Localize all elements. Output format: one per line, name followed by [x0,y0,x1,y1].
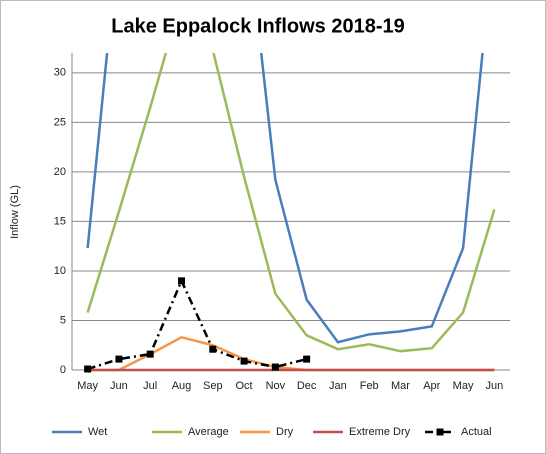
x-tick-label: Jul [143,380,157,392]
x-tick-label: Jun [485,380,503,392]
legend-label: Actual [461,426,492,438]
legend-label: Dry [276,426,294,438]
legend-marker [436,428,444,436]
series-marker [303,355,311,363]
legend-label: Extreme Dry [349,426,411,438]
series-line [87,277,307,371]
x-tick-label: Nov [266,380,286,392]
y-axis-label: Inflow (GL) [9,185,21,239]
series-marker [178,277,185,285]
chart-title: Lake Eppalock Inflows 2018-19 [111,15,404,37]
series-marker [146,350,154,358]
x-tick-label: Oct [236,380,253,392]
series-line [86,53,484,344]
series-marker [84,365,92,373]
x-tick-label: May [453,380,474,392]
y-tick-label: 15 [54,215,66,227]
x-tick-label: Mar [391,380,410,392]
series-line [86,53,496,353]
x-tick-label: Feb [360,380,379,392]
y-tick-label: 30 [54,67,66,79]
x-tick-label: Sep [203,380,223,392]
x-tick-label: Dec [297,380,317,392]
series-marker [271,363,279,371]
series-marker [209,345,217,353]
x-tick-label: May [77,380,98,392]
x-tick-label: Jun [110,380,128,392]
series-marker [240,357,248,365]
y-tick-label: 5 [60,314,66,326]
legend-label: Average [188,426,229,438]
x-tick-label: Aug [172,380,192,392]
x-tick-label: Jan [329,380,347,392]
y-tick-label: 0 [60,364,66,376]
series-marker [115,355,123,363]
y-tick-label: 20 [54,166,66,178]
legend-label: Wet [88,426,107,438]
x-tick-label: Apr [423,380,440,392]
y-tick-label: 10 [54,265,66,277]
y-tick-label: 25 [54,116,66,128]
